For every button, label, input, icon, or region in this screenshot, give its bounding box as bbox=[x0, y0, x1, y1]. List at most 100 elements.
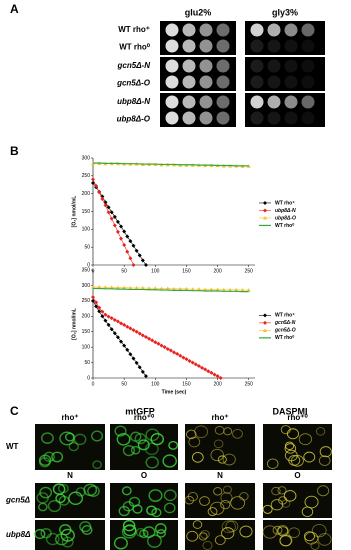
marker bbox=[91, 298, 95, 303]
marker bbox=[100, 314, 105, 319]
y-tick-label: 200 bbox=[82, 314, 91, 320]
cell bbox=[121, 486, 132, 496]
y-tick-label: 100 bbox=[82, 344, 91, 350]
cell bbox=[123, 524, 137, 537]
cell bbox=[239, 525, 253, 538]
cell bbox=[319, 446, 332, 458]
spot bbox=[250, 59, 264, 73]
column-label: O bbox=[294, 471, 300, 480]
cell bbox=[286, 428, 299, 440]
marker bbox=[240, 288, 245, 292]
marker bbox=[190, 360, 195, 365]
x-tick-label: 50 bbox=[121, 268, 127, 274]
cell bbox=[184, 495, 195, 505]
spot bbox=[301, 111, 315, 125]
marker bbox=[156, 341, 161, 346]
marker bbox=[122, 285, 127, 290]
cell bbox=[145, 456, 159, 469]
x-tick-label: 0 bbox=[92, 381, 95, 387]
cell bbox=[283, 490, 297, 502]
cell bbox=[270, 499, 284, 511]
cell bbox=[83, 483, 98, 497]
spot bbox=[250, 23, 264, 37]
cell bbox=[221, 527, 235, 540]
cell bbox=[186, 429, 197, 440]
series-line bbox=[93, 287, 249, 293]
marker bbox=[115, 219, 120, 224]
marker bbox=[97, 190, 102, 195]
cell bbox=[145, 428, 160, 442]
marker bbox=[119, 236, 124, 241]
spot bbox=[284, 23, 298, 37]
marker bbox=[184, 286, 189, 291]
spot bbox=[182, 95, 196, 109]
marker bbox=[103, 312, 108, 317]
y-tick-label: 0 bbox=[87, 375, 90, 381]
row-label: WT bbox=[6, 442, 19, 451]
marker bbox=[246, 288, 251, 292]
cell bbox=[277, 486, 287, 495]
column-header: gly3% bbox=[272, 7, 298, 17]
y-tick-label: 50 bbox=[84, 244, 90, 250]
cell bbox=[279, 535, 292, 547]
x-tick-label: 150 bbox=[182, 268, 191, 274]
cell bbox=[57, 483, 69, 494]
marker bbox=[172, 350, 176, 355]
cell bbox=[142, 526, 156, 538]
cell bbox=[137, 439, 150, 451]
series-line bbox=[92, 297, 221, 379]
column-label: O bbox=[141, 471, 147, 480]
marker bbox=[122, 322, 127, 327]
cell bbox=[38, 502, 48, 512]
x-tick-label: 250 bbox=[245, 381, 254, 387]
y-tick-label: 100 bbox=[82, 227, 91, 233]
marker bbox=[137, 365, 142, 370]
spot bbox=[199, 23, 213, 37]
cell bbox=[284, 441, 295, 450]
marker bbox=[128, 256, 133, 261]
legend-label: WT rho⁰ bbox=[275, 223, 294, 229]
cell bbox=[232, 428, 243, 439]
marker bbox=[119, 339, 124, 344]
cell bbox=[304, 531, 315, 542]
cell bbox=[304, 495, 319, 509]
marker bbox=[263, 320, 267, 325]
cell bbox=[40, 528, 52, 539]
marker bbox=[134, 360, 139, 365]
cell bbox=[317, 485, 330, 497]
marker bbox=[100, 197, 105, 202]
cell bbox=[186, 530, 199, 542]
x-tick-label: 200 bbox=[213, 268, 222, 274]
cell bbox=[278, 496, 288, 505]
spot bbox=[250, 39, 264, 53]
cell bbox=[163, 502, 176, 514]
marker bbox=[119, 224, 124, 229]
marker bbox=[147, 286, 152, 290]
marker bbox=[125, 347, 130, 352]
marker bbox=[94, 304, 99, 309]
cell bbox=[148, 489, 163, 502]
micrograph bbox=[110, 424, 178, 470]
cell bbox=[154, 523, 167, 534]
legend-label: gcn5Δ-O bbox=[274, 328, 296, 334]
marker bbox=[206, 369, 211, 374]
panel-label: B bbox=[10, 144, 19, 158]
cell bbox=[213, 439, 224, 449]
marker bbox=[209, 370, 214, 375]
marker bbox=[112, 223, 117, 228]
cell bbox=[130, 445, 141, 455]
cell bbox=[91, 430, 104, 442]
cell bbox=[225, 520, 239, 533]
marker bbox=[128, 239, 133, 244]
marker bbox=[209, 287, 214, 292]
marker bbox=[103, 203, 108, 208]
spot bbox=[267, 111, 281, 125]
marker bbox=[131, 243, 136, 248]
cell bbox=[272, 525, 283, 535]
marker bbox=[134, 285, 139, 290]
strain-label: gcn5Δ-O bbox=[116, 79, 151, 88]
marker bbox=[162, 345, 167, 350]
marker bbox=[122, 343, 127, 348]
marker bbox=[172, 286, 176, 291]
cell bbox=[191, 452, 204, 463]
